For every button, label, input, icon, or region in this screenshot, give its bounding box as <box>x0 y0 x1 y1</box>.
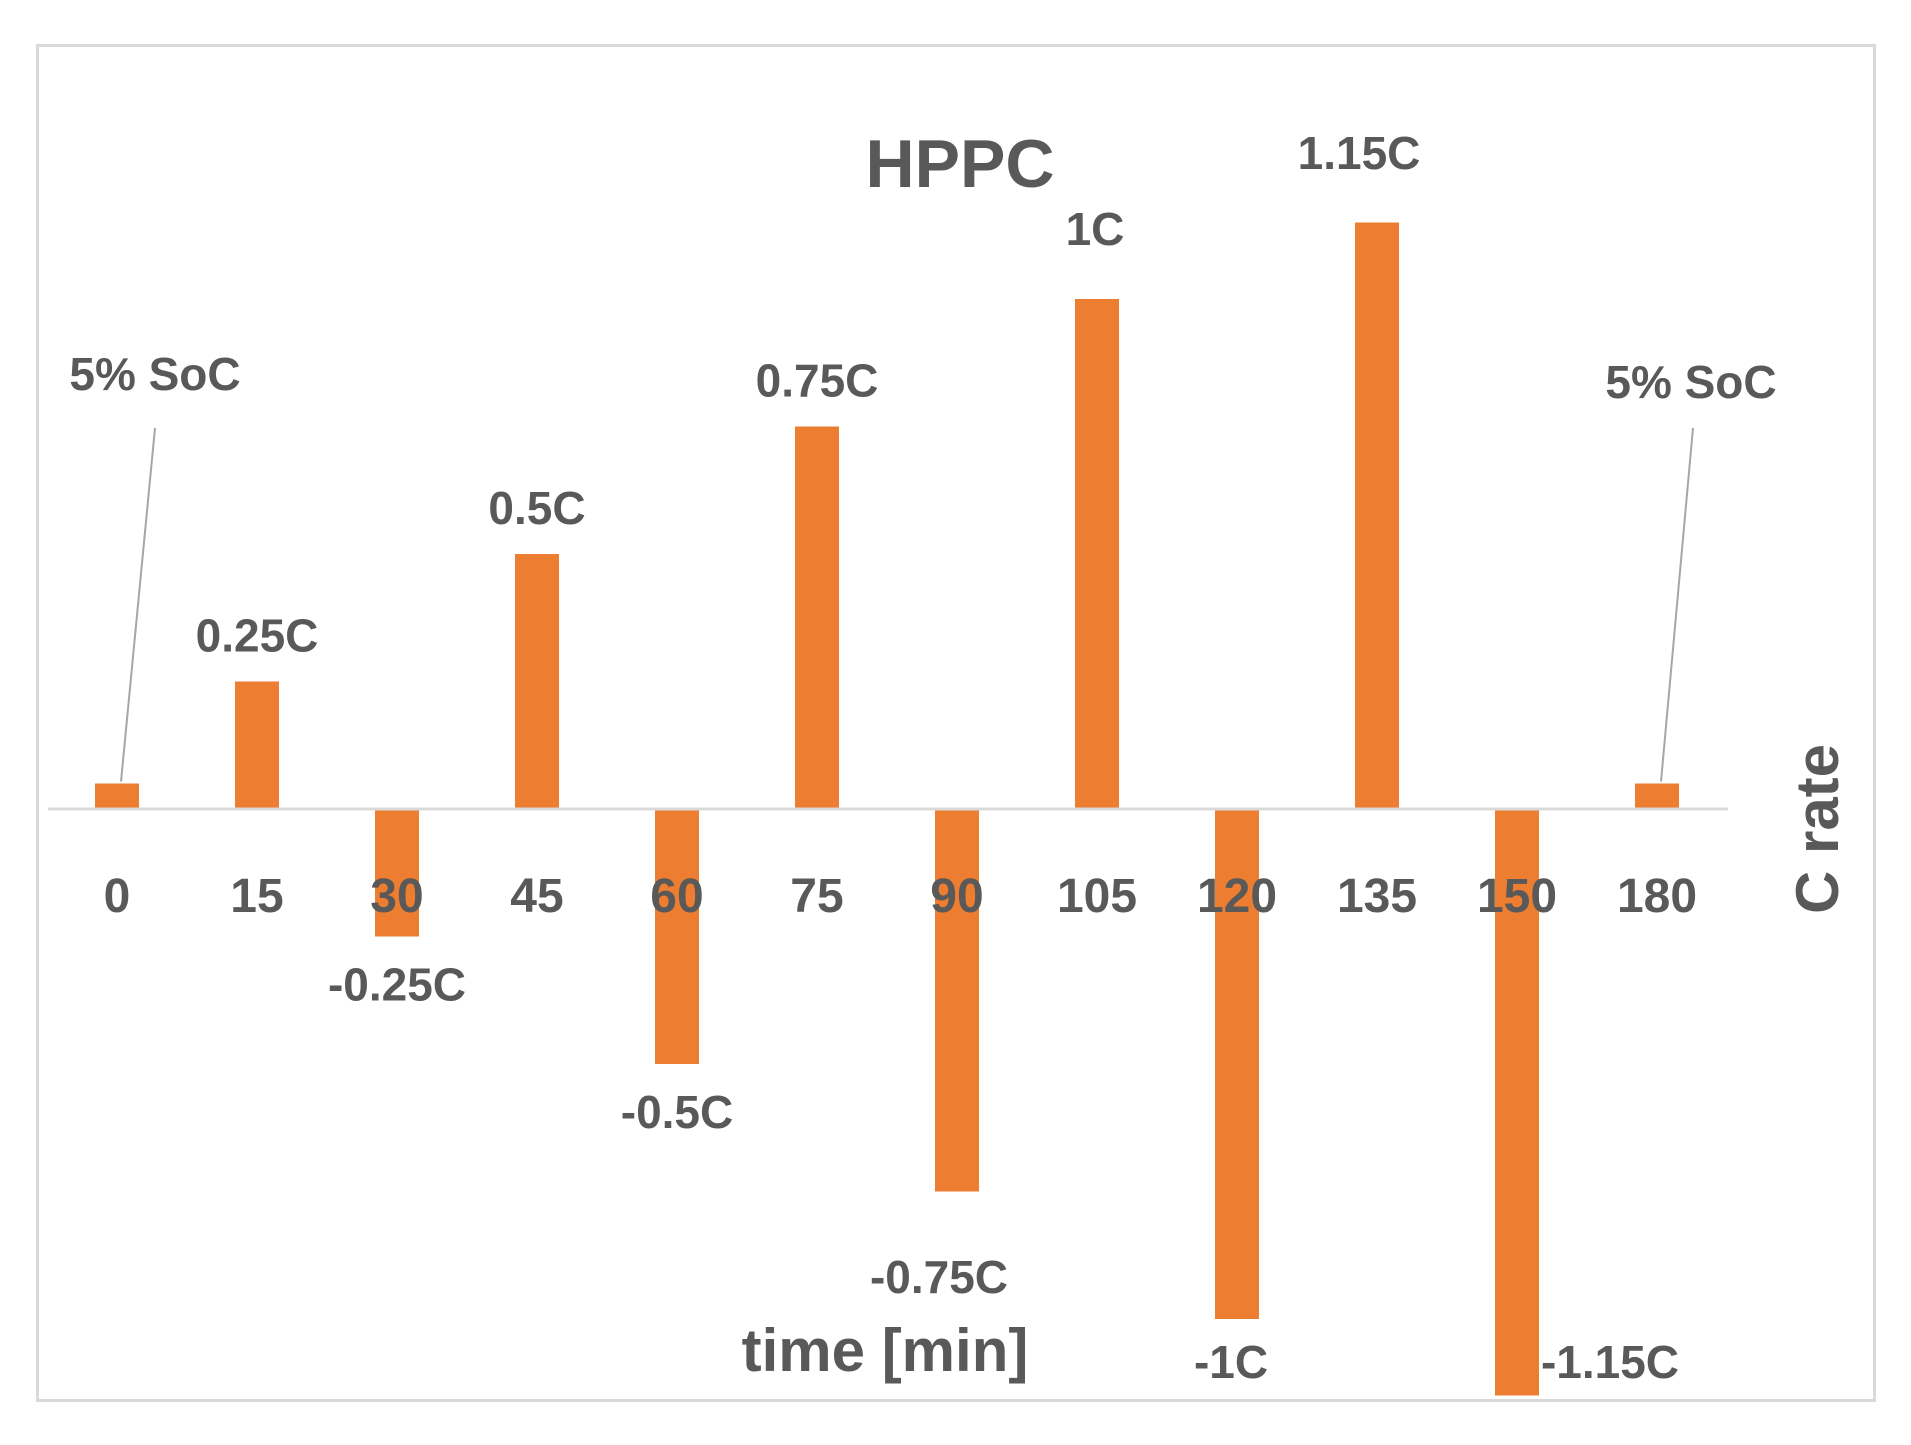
bar-120 <box>1215 809 1259 1319</box>
x-tick-label: 135 <box>1337 870 1417 923</box>
bar-75 <box>795 426 839 809</box>
leader-lines-layer <box>120 427 1694 782</box>
leader-line <box>120 427 156 782</box>
data-label: 0.75C <box>756 355 879 407</box>
x-tick-label: 75 <box>790 870 843 923</box>
bar-45 <box>515 554 559 809</box>
x-tick-label: 150 <box>1477 870 1557 923</box>
data-label: -1.15C <box>1541 1336 1679 1388</box>
bar-15 <box>235 681 279 809</box>
x-tick-label: 30 <box>370 870 423 923</box>
x-tick-label: 120 <box>1197 870 1277 923</box>
x-tick-label: 15 <box>230 870 283 923</box>
bar-30 <box>375 809 419 937</box>
bar-135 <box>1355 222 1399 809</box>
x-tick-labels: 0 15 30 45 60 75 90 105 120 135 150 180 <box>104 870 1697 923</box>
bar-180 <box>1635 783 1679 809</box>
data-label: -0.5C <box>621 1086 733 1138</box>
data-label: 0.5C <box>488 482 585 534</box>
x-tick-label: 60 <box>650 870 703 923</box>
x-tick-label: 180 <box>1617 870 1697 923</box>
x-tick-label: 105 <box>1057 870 1137 923</box>
data-label: 0.25C <box>196 610 319 662</box>
x-axis-title: time [min] <box>742 1317 1029 1384</box>
data-label: 1.15C <box>1298 127 1421 179</box>
bar-60 <box>655 809 699 1064</box>
data-label: 5% SoC <box>69 348 240 400</box>
bars-layer <box>95 222 1679 1396</box>
chart-title: HPPC <box>866 126 1055 202</box>
data-labels: 5% SoC 0.25C -0.25C 0.5C -0.5C 0.75C -0.75C 1C -… <box>69 127 1776 1388</box>
data-label: -0.75C <box>870 1251 1008 1303</box>
x-tick-label: 90 <box>930 870 983 923</box>
x-tick-label: 45 <box>510 870 563 923</box>
leader-line <box>1660 427 1694 782</box>
bar-90 <box>935 809 979 1192</box>
data-label: -0.25C <box>328 959 466 1011</box>
bar-0 <box>95 783 139 809</box>
data-label: 1C <box>1066 203 1125 255</box>
bar-150 <box>1495 809 1539 1396</box>
data-label: 5% SoC <box>1605 356 1776 408</box>
x-tick-label: 0 <box>104 870 131 923</box>
data-label: -1C <box>1194 1336 1268 1388</box>
y-axis-title: C rate <box>1784 744 1851 914</box>
bar-105 <box>1075 299 1119 809</box>
